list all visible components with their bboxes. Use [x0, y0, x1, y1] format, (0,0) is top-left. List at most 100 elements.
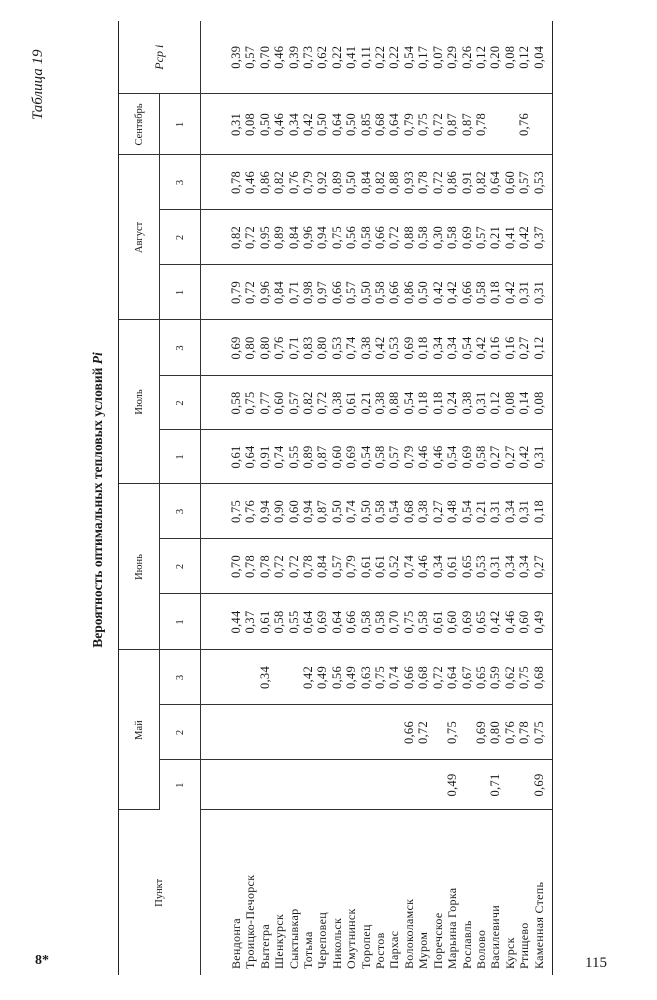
p-avg-cell: 0,22 — [387, 20, 402, 94]
header-month-july: Июль — [118, 319, 160, 484]
header-decade: 1 — [159, 264, 201, 320]
probability-cell: 0,08 — [243, 93, 258, 155]
probability-cell — [315, 760, 330, 810]
table-title-symbol: Pi — [90, 352, 105, 365]
probability-cell: 0,52 — [387, 539, 402, 594]
p-avg-cell: 0,04 — [531, 20, 553, 94]
station-name: Поречское — [430, 912, 445, 969]
probability-cell: 0,72 — [430, 93, 446, 155]
table-row: Торопец 0,63 0,58 0,61 0,50 0,54 0,21 0,38 0,50 0… — [358, 20, 374, 975]
probability-cell — [286, 760, 302, 810]
probability-cell — [344, 705, 359, 760]
header-decade: 3 — [159, 483, 201, 539]
probability-cell: 0,38 — [373, 375, 388, 430]
probability-cell: 0,67 — [459, 650, 474, 705]
p-avg-cell: 0,39 — [200, 20, 244, 94]
probability-cell: 0,75 — [329, 209, 345, 265]
probability-cell: 0,87 — [315, 429, 330, 484]
table-row: Поречское 0,72 0,61 0,34 0,27 0,46 0,18 0,34 0,4… — [430, 20, 446, 975]
p-avg-cell: 0,41 — [344, 20, 359, 94]
probability-cell: 0,77 — [257, 375, 273, 430]
probability-cell: 0,54 — [459, 319, 474, 376]
probability-cell: 0,49 — [315, 650, 330, 705]
header-month-may: Май — [118, 650, 160, 810]
probability-cell: 0,53 — [531, 154, 553, 210]
probability-cell: 0,82 — [373, 154, 388, 210]
probability-cell — [387, 760, 402, 810]
probability-cell: 0,57 — [473, 209, 489, 265]
probability-cell: 0,61 — [373, 539, 388, 594]
probability-cell: 0,34 — [430, 539, 446, 594]
probability-cell: 0,18 — [488, 264, 503, 320]
station-name: Василевичи — [488, 905, 503, 969]
probability-cell — [502, 760, 518, 810]
p-avg-cell: 0,12 — [473, 20, 489, 94]
table-row: Вендонга 0,44 0,70 0,75 0,61 0,58 0,69 0,79 0,82… — [200, 20, 244, 975]
probability-cell: 0,64 — [329, 594, 345, 650]
header-decade: 1 — [159, 429, 201, 484]
probability-cell: 0,31 — [517, 483, 532, 539]
signature-mark: 8* — [35, 953, 49, 968]
probability-cell: 0,31 — [517, 264, 532, 320]
header-decade: 2 — [159, 539, 201, 594]
probability-cell: 0,41 — [502, 209, 518, 265]
probability-cell: 0,50 — [315, 93, 330, 155]
p-avg-cell: 0,08 — [502, 20, 518, 94]
table-row: Череповец 0,49 0,69 0,84 0,87 0,87 0,72 0,80 0,9… — [315, 20, 330, 975]
probability-cell: 0,27 — [531, 539, 553, 594]
header-month-june: Июнь — [118, 483, 160, 650]
station-name: Ростов — [373, 932, 388, 969]
probability-cell: 0,49 — [344, 650, 359, 705]
probability-cell: 0,60 — [329, 429, 345, 484]
header-p-avg: Pср i — [118, 20, 201, 94]
probability-cell: 0,21 — [473, 483, 489, 539]
probability-cell — [329, 705, 345, 760]
probability-cell — [531, 93, 553, 155]
page-number: 115 — [585, 955, 607, 971]
table-label: Таблица 19 — [30, 49, 46, 120]
p-avg-cell: 0,07 — [430, 20, 446, 94]
probability-cell — [243, 760, 258, 810]
probability-cell — [373, 705, 388, 760]
probability-cell: 0,31 — [473, 375, 489, 430]
probability-cell: 0,64 — [387, 93, 402, 155]
header-decade: 3 — [159, 319, 201, 376]
probability-cell: 0,42 — [502, 264, 518, 320]
probability-cell: 0,78 — [517, 705, 532, 760]
probability-cell: 0,84 — [358, 154, 374, 210]
probability-cell: 0,89 — [329, 154, 345, 210]
p-avg-cell: 0,12 — [517, 20, 532, 94]
probability-cell: 0,49 — [531, 594, 553, 650]
probability-cell: 0,75 — [517, 650, 532, 705]
probability-cell: 0,30 — [430, 209, 446, 265]
probability-cell: 0,76 — [272, 319, 287, 376]
probability-cell: 0,54 — [445, 429, 460, 484]
probability-cell: 0,94 — [315, 209, 330, 265]
probability-cell: 0,42 — [301, 93, 316, 155]
probability-cell — [502, 93, 518, 155]
probability-cell: 0,74 — [272, 429, 287, 484]
probability-cell: 0,64 — [329, 93, 345, 155]
probability-cell: 0,50 — [358, 264, 374, 320]
probability-cell: 0,87 — [459, 93, 474, 155]
probability-cell: 0,69 — [459, 429, 474, 484]
probability-cell: 0,69 — [459, 594, 474, 650]
table-row: Шенкурск 0,58 0,72 0,90 0,74 0,60 0,76 0,84 0,89… — [272, 20, 287, 975]
probability-cell: 0,86 — [445, 154, 460, 210]
probability-cell: 0,58 — [200, 375, 244, 430]
probability-cell: 0,42 — [488, 594, 503, 650]
probability-cell: 0,34 — [517, 539, 532, 594]
probability-cell: 0,42 — [445, 264, 460, 320]
probability-cell: 0,46 — [430, 429, 446, 484]
probability-cell: 0,96 — [257, 264, 273, 320]
probability-cell — [243, 650, 258, 705]
probability-cell: 0,63 — [358, 650, 374, 705]
probability-cell: 0,24 — [445, 375, 460, 430]
probability-cell: 0,54 — [459, 483, 474, 539]
probability-cell: 0,86 — [257, 154, 273, 210]
probability-cell: 0,31 — [531, 429, 553, 484]
probability-cell — [257, 760, 273, 810]
probability-cell: 0,21 — [358, 375, 374, 430]
station-name: Сыктывкар — [286, 908, 301, 969]
